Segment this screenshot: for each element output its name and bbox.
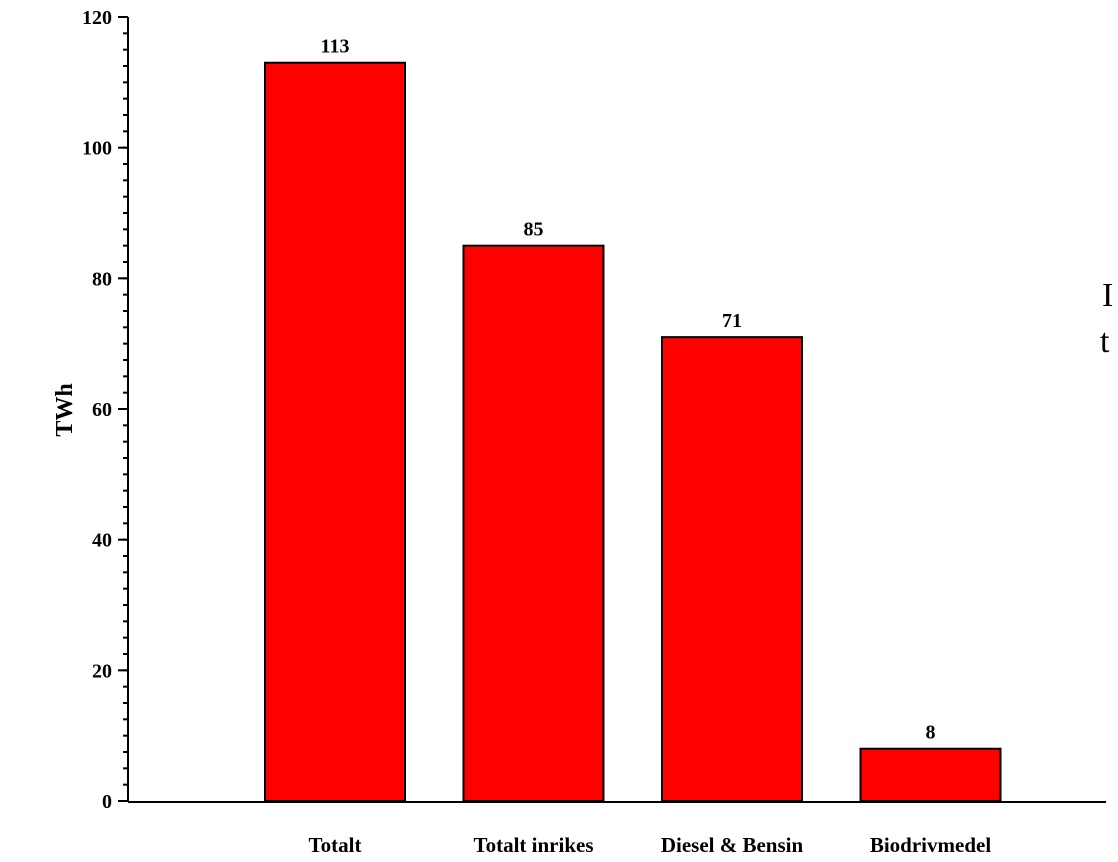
y-tick-label: 40 [92,530,112,552]
category-label: Diesel & Bensin [661,833,804,857]
bar [462,244,605,802]
y-tick-label: 0 [102,791,112,813]
data-labels: 113 85 71 8 [321,36,936,744]
category-label: Biodrivmedel [870,833,991,857]
category-label: Totalt [309,833,362,857]
y-tick-label: 20 [92,660,112,682]
y-tick-label: 100 [82,138,112,160]
data-label: 71 [722,310,742,332]
clipped-text-fragment: t [1100,323,1110,360]
y-axis-title: TWh [52,383,78,436]
y-axis: 0 20 40 60 80 100 120 [82,7,129,813]
data-label: 85 [524,219,544,241]
data-label: 8 [926,722,936,744]
bar [859,747,1002,803]
bar [661,336,803,802]
y-tick-label: 120 [82,7,112,29]
category-label: Totalt inrikes [474,833,594,857]
bars [264,61,1002,803]
category-labels: Totalt Totalt inrikes Diesel & Bensin Biodr… [309,833,992,857]
y-tick-label: 80 [92,268,112,290]
bar [264,61,406,802]
clipped-side-text: It [1100,277,1113,360]
y-tick-label: 60 [92,399,112,421]
data-label: 113 [321,36,350,58]
clipped-text-fragment: I [1102,277,1113,314]
